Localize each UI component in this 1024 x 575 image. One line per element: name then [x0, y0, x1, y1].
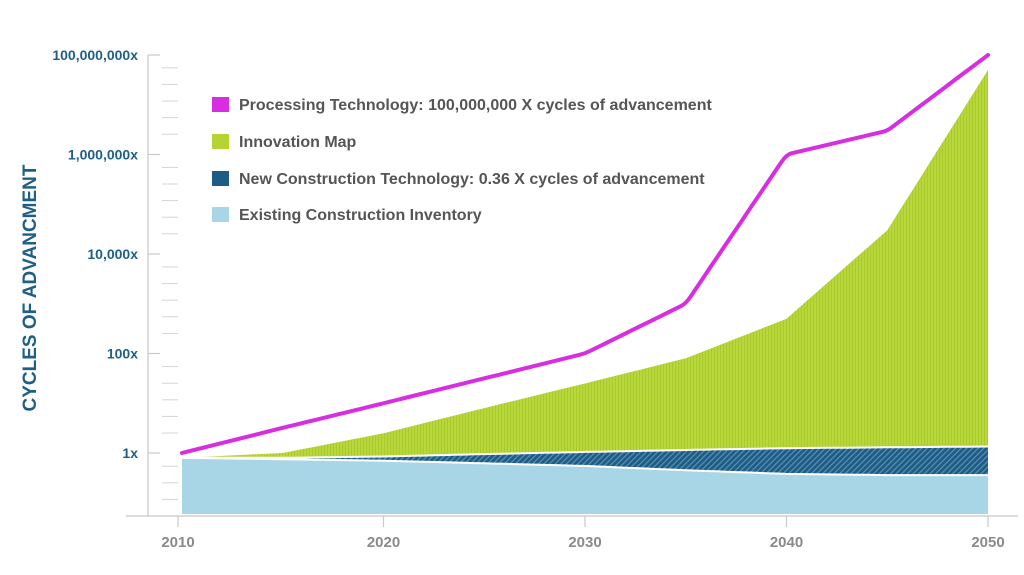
existing-construction-area [182, 457, 988, 514]
plot-areas [180, 51, 991, 514]
new-construction-boundary [182, 445, 989, 459]
legend-swatch-processing [212, 97, 229, 112]
legend-item-processing: Processing Technology: 100,000,000 X cyc… [212, 97, 712, 114]
existing-construction-boundary [181, 456, 988, 477]
x-tick-label: 2040 [770, 534, 803, 551]
y-tick-label: 1x [122, 445, 138, 461]
axes [126, 54, 1018, 527]
legend-item-new-construction: New Construction Technology: 0.36 X cycl… [212, 171, 705, 188]
legend-swatch-existing-construction [212, 207, 229, 222]
legend-label: Innovation Map [239, 134, 357, 151]
y-tick-label: 10,000x [87, 246, 138, 262]
legend: Processing Technology: 100,000,000 X cyc… [212, 97, 712, 224]
legend-item-innovation: Innovation Map [212, 134, 357, 151]
y-tick-label: 1,000,000x [68, 147, 138, 163]
y-axis-label: CYCLES OF ADVANCMENT [20, 164, 41, 411]
legend-swatch-new-construction [212, 171, 229, 186]
legend-swatch-innovation [212, 134, 229, 149]
x-tick-label: 2030 [568, 534, 601, 551]
y-major-ticks [148, 54, 160, 454]
y-tick-label: 100x [107, 346, 138, 362]
new-construction-area [182, 446, 988, 476]
x-tick-labels: 2010 2020 2030 2040 2050 [161, 534, 1004, 551]
legend-item-existing-construction: Existing Construction Inventory [212, 207, 482, 224]
x-tick-label: 2010 [161, 534, 194, 551]
x-tick-marks [177, 516, 989, 527]
y-tick-label: 100,000,000x [52, 47, 138, 63]
legend-label: New Construction Technology: 0.36 X cycl… [239, 171, 705, 188]
processing-technology-line [180, 53, 990, 455]
legend-label: Processing Technology: 100,000,000 X cyc… [239, 97, 712, 114]
innovation-map-area [182, 70, 988, 458]
x-tick-label: 2050 [971, 534, 1004, 551]
y-minor-ticks [162, 67, 178, 500]
legend-label: Existing Construction Inventory [239, 207, 482, 224]
x-tick-label: 2020 [367, 534, 400, 551]
y-tick-labels: 1x 100x 10,000x 1,000,000x 100,000,000x [52, 47, 138, 461]
